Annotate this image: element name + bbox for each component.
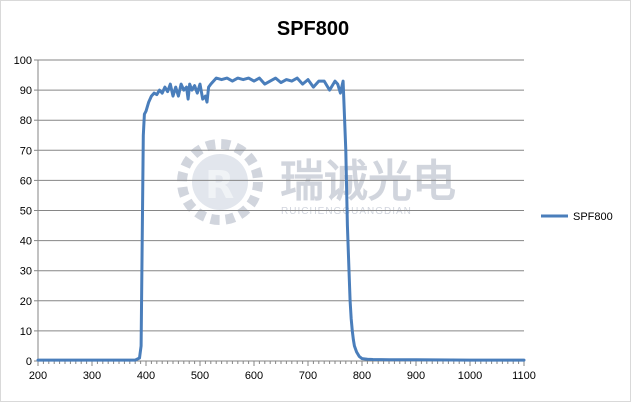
y-tick-label: 30 [20,266,32,278]
x-tick-label: 800 [353,370,371,382]
y-tick-label: 70 [20,145,32,157]
series-line-spf800 [36,76,526,362]
x-tick-label: 600 [245,370,263,382]
chart-title: SPF800 [277,18,349,40]
y-tick-label: 80 [20,115,32,127]
legend-label: SPF800 [573,211,613,223]
legend: SPF800 [541,211,613,223]
x-tick-label: 500 [191,370,209,382]
x-tick-label: 1000 [458,370,482,382]
y-axis: 0 10 20 30 40 50 60 70 80 90 100 [14,55,39,368]
x-tick-label: 1100 [512,370,536,382]
gear-r-logo-icon: R [177,139,263,225]
y-tick-label: 50 [20,206,32,218]
y-tick-label: 40 [20,236,32,248]
x-tick-label: 700 [299,370,317,382]
y-tick-label: 90 [20,85,32,97]
y-tick-label: 10 [20,326,32,338]
y-tick-label: 20 [20,296,32,308]
x-tick-label: 300 [83,370,101,382]
y-tick-label: 60 [20,175,32,187]
watermark-cn: 瑞诚光电 [280,156,456,207]
y-tick-label: 0 [26,356,32,368]
x-tick-label: 400 [137,370,155,382]
x-tick-label: 900 [407,370,425,382]
gridlines [38,59,524,332]
svg-text:R: R [205,163,234,207]
series-layer [36,76,526,362]
y-tick-label: 100 [14,55,32,67]
x-tick-label: 200 [29,370,47,382]
